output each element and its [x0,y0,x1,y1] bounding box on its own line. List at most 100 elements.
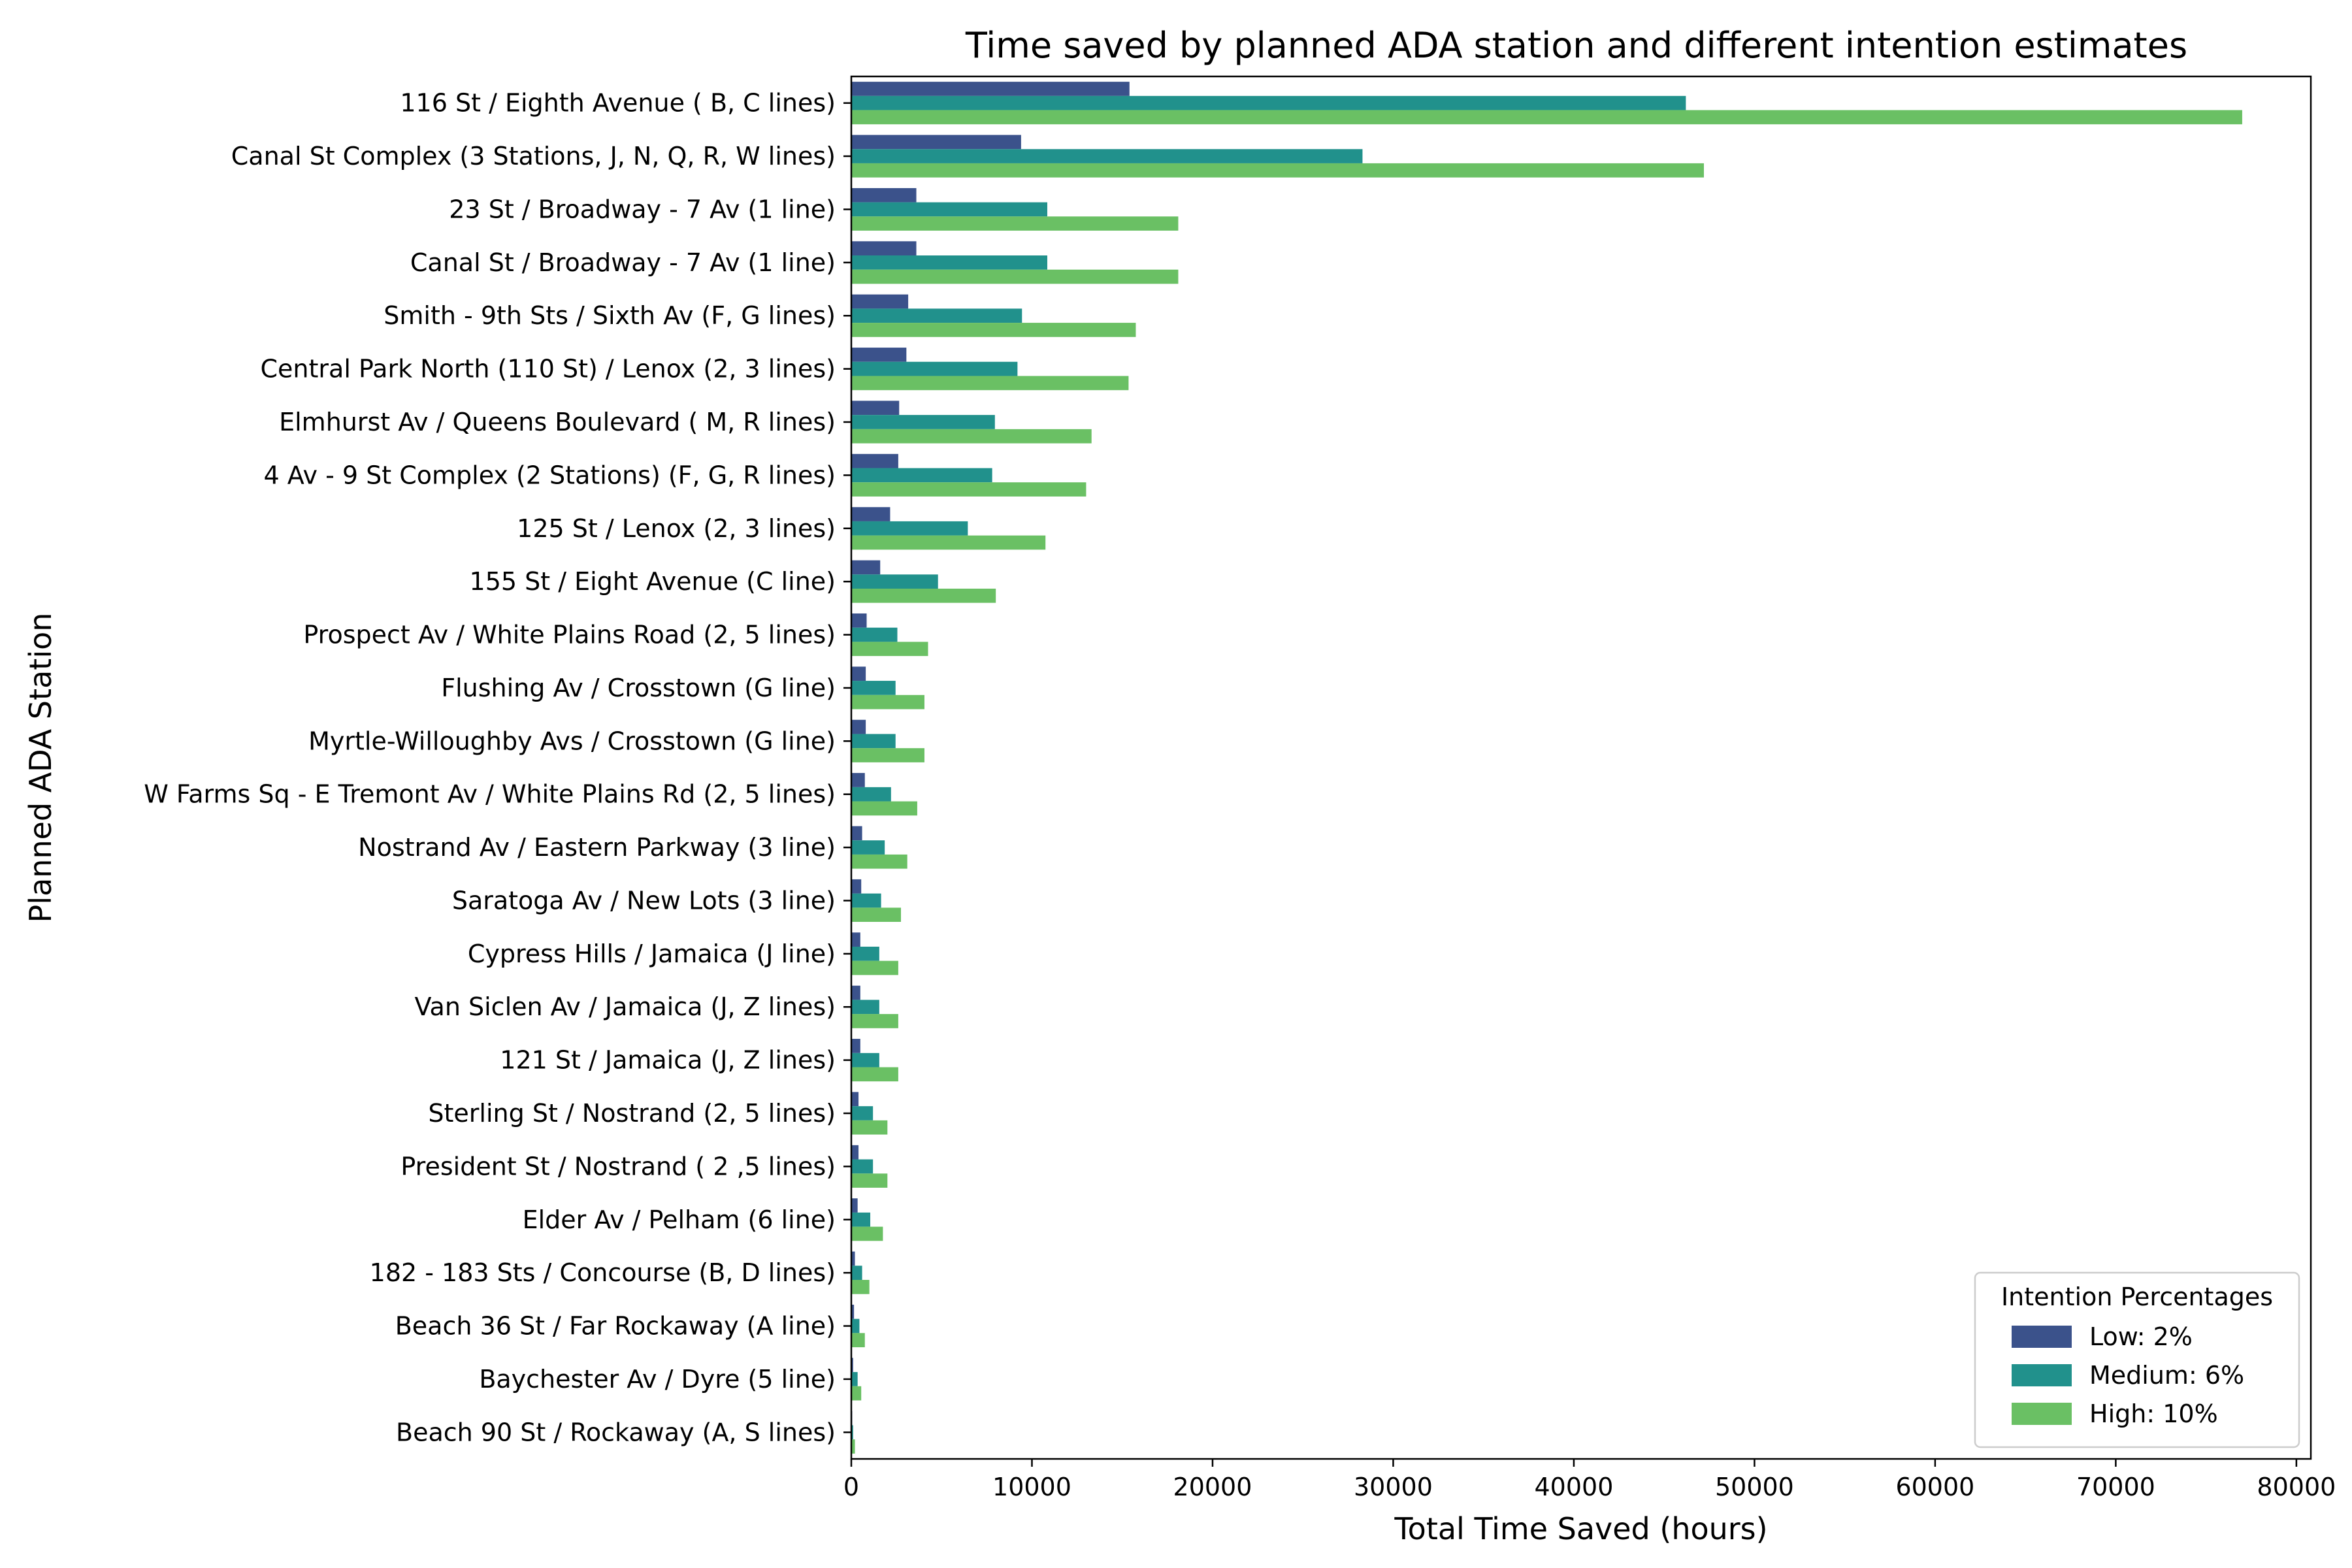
bar-medium-23 [851,1318,860,1333]
bar-medium-18 [851,1053,879,1068]
x-tick-label: 0 [843,1473,859,1501]
bar-medium-9 [851,574,938,589]
bar-low-9 [851,560,881,575]
plot-frame [850,75,2312,1460]
legend-items: Low: 2% Medium: 6% High: 10% [2012,1322,2244,1428]
bar-high-16 [851,960,898,975]
bar-low-18 [851,1039,860,1053]
bar-medium-0 [851,95,1686,110]
legend-swatch-low [2012,1326,2072,1348]
bar-medium-13 [851,787,891,802]
category-label: Canal St Complex (3 Stations, J, N, Q, R… [231,142,836,171]
bar-high-6 [851,429,1092,444]
bar-medium-6 [851,415,995,429]
bar-medium-19 [851,1106,874,1120]
bar-high-7 [851,482,1086,497]
x-tick-label: 30000 [1354,1473,1433,1501]
bar-high-13 [851,801,917,816]
category-label: Beach 36 St / Far Rockaway (A line) [395,1312,836,1341]
bar-high-2 [851,216,1179,231]
bar-low-10 [851,613,867,628]
category-label: W Farms Sq - E Tremont Av / White Plains… [144,780,836,809]
category-label: 155 St / Eight Avenue (C line) [470,567,836,596]
bar-low-11 [851,666,866,681]
bar-high-22 [851,1280,870,1294]
category-label: Baychester Av / Dyre (5 line) [479,1365,836,1394]
category-label: Prospect Av / White Plains Road (2, 5 li… [303,621,836,649]
bar-medium-12 [851,734,896,749]
bar-high-9 [851,589,996,603]
bar-low-2 [851,188,917,203]
bar-low-1 [851,135,1021,150]
category-label: Elder Av / Pelham (6 line) [523,1205,836,1234]
bar-medium-24 [851,1372,858,1386]
bar-high-11 [851,694,924,710]
category-label: Central Park North (110 St) / Lenox (2, … [261,355,836,384]
bar-high-4 [851,323,1136,337]
bar-low-16 [851,932,860,947]
bar-medium-4 [851,308,1022,323]
x-axis-ticks: 0 10000 20000 30000 40000 50000 60000 70000 8000… [843,1459,2336,1501]
bar-low-12 [851,719,866,734]
bar-medium-21 [851,1212,871,1227]
bar-medium-17 [851,1000,879,1015]
category-label: Beach 90 St / Rockaway (A, S lines) [396,1418,836,1446]
category-label: Cypress Hills / Jamaica (J line) [468,939,836,968]
bar-low-17 [851,985,860,1000]
bar-low-5 [851,348,907,362]
bar-medium-22 [851,1266,862,1281]
legend-title: Intention Percentages [2001,1282,2273,1311]
category-label: Canal St / Broadway - 7 Av (1 line) [410,248,836,277]
bar-medium-7 [851,468,992,483]
bar-high-1 [851,163,1705,178]
bar-high-23 [851,1333,865,1348]
bar-high-25 [851,1439,855,1454]
bars-group [851,82,2242,1454]
x-tick-label: 80000 [2257,1473,2336,1501]
category-label: Flushing Av / Crosstown (G line) [441,674,836,702]
bar-low-23 [851,1304,855,1319]
category-label: Van Siclen Av / Jamaica (J, Z lines) [415,992,836,1021]
bar-low-19 [851,1092,859,1107]
bar-medium-20 [851,1159,874,1174]
category-label: Myrtle-Willoughby Avs / Crosstown (G lin… [308,727,836,755]
bar-medium-2 [851,202,1047,217]
chart-title: Time saved by planned ADA station and di… [965,25,2187,66]
x-tick-label: 70000 [2076,1473,2155,1501]
bar-high-14 [851,854,907,869]
x-tick-label: 50000 [1715,1473,1794,1501]
legend-swatch-medium [2012,1364,2072,1386]
legend: Intention Percentages Low: 2% Medium: 6% H… [1974,1271,2300,1448]
bar-low-14 [851,826,862,841]
bar-high-12 [851,748,924,762]
category-label: 23 St / Broadway - 7 Av (1 line) [449,195,836,223]
x-axis-label: Total Time Saved (hours) [1394,1511,1767,1546]
bar-high-15 [851,907,902,923]
bar-medium-16 [851,946,879,961]
legend-label-low: Low: 2% [2089,1322,2193,1351]
bar-high-24 [851,1386,862,1401]
bar-low-3 [851,241,917,255]
x-tick-label: 10000 [992,1473,1071,1501]
category-label: Saratoga Av / New Lots (3 line) [452,886,836,915]
category-label: 4 Av - 9 St Complex (2 Stations) (F, G, … [263,461,836,489]
category-label: Sterling St / Nostrand (2, 5 lines) [428,1099,836,1128]
category-label: 125 St / Lenox (2, 3 lines) [517,514,836,543]
bar-low-21 [851,1198,858,1213]
bar-high-8 [851,535,1046,550]
bar-medium-10 [851,627,898,642]
bar-low-8 [851,507,890,521]
bar-low-13 [851,773,865,787]
legend-label-medium: Medium: 6% [2089,1361,2244,1390]
bar-low-24 [851,1358,853,1373]
category-label: 182 - 183 Sts / Concourse (B, D lines) [370,1258,836,1287]
bar-high-18 [851,1067,898,1082]
bar-medium-25 [851,1425,853,1440]
y-axis-ticks: 116 St / Eighth Avenue ( B, C lines) Cana… [144,89,851,1446]
bar-high-10 [851,642,928,657]
bar-medium-11 [851,681,896,695]
bar-medium-3 [851,255,1047,270]
bar-medium-5 [851,361,1018,376]
bar-medium-8 [851,521,968,536]
